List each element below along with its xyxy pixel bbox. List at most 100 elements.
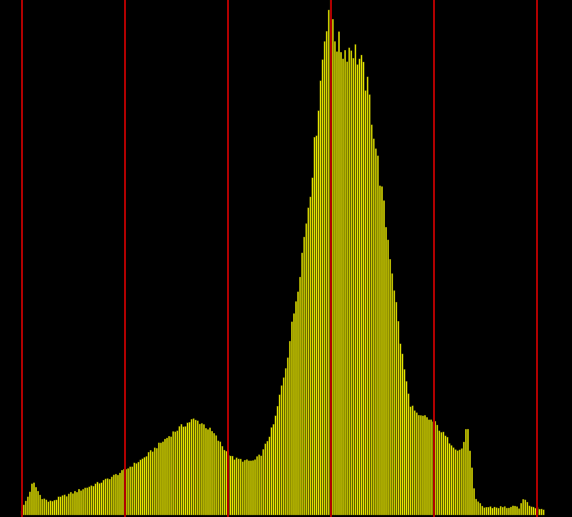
histogram-bar	[33, 482, 35, 516]
histogram-bar	[503, 506, 506, 516]
histogram-bar	[254, 459, 256, 516]
histogram-bar	[428, 419, 430, 516]
histogram-bar	[366, 76, 369, 516]
histogram-bar	[493, 506, 496, 516]
histogram-bar	[112, 474, 115, 516]
histogram-bar	[84, 487, 87, 516]
histogram-bar	[376, 155, 379, 516]
histogram-bar	[180, 424, 183, 516]
histogram-bar	[106, 478, 109, 516]
histogram-bar	[462, 441, 465, 516]
histogram-bar	[303, 236, 306, 516]
histogram-bar	[479, 503, 482, 516]
histogram-bar	[121, 470, 123, 516]
histogram-bar	[456, 450, 459, 516]
histogram-bar	[192, 418, 195, 516]
histogram-bar	[24, 500, 27, 516]
histogram-bar	[364, 90, 367, 516]
histogram-bar	[51, 501, 54, 516]
histogram-bar	[399, 343, 402, 516]
histogram-bar	[381, 186, 383, 516]
histogram-bar	[31, 483, 33, 516]
histogram-bar	[286, 357, 289, 516]
histogram-bar	[299, 276, 302, 516]
histogram-bar	[501, 506, 504, 516]
histogram-bar	[473, 488, 475, 516]
histogram-bar	[528, 505, 531, 516]
histogram-bar	[491, 507, 494, 516]
histogram-bar	[96, 481, 99, 516]
histogram-bar	[153, 447, 156, 516]
histogram-bar	[141, 458, 144, 516]
histogram-bar	[448, 443, 451, 516]
histogram-bar	[61, 495, 64, 516]
histogram-bar	[82, 489, 85, 516]
histogram-bar	[207, 429, 209, 516]
histogram-bar	[379, 185, 381, 516]
histogram-bar	[37, 490, 40, 516]
histogram-bar	[22, 504, 25, 516]
histogram-bar	[233, 459, 236, 516]
histogram-bar	[147, 452, 150, 516]
histogram-bar	[358, 58, 361, 516]
histogram-bar	[454, 449, 457, 516]
histogram-bar	[293, 313, 295, 516]
histogram-bar	[43, 498, 46, 516]
histogram-bar	[145, 456, 148, 516]
histogram-bar	[53, 500, 56, 516]
histogram-bar	[305, 223, 308, 516]
histogram-bar	[354, 44, 357, 516]
histogram-bar	[524, 499, 527, 516]
histogram-bar	[297, 291, 299, 516]
histogram-bar	[516, 506, 518, 516]
histogram-bar	[243, 459, 246, 516]
histogram-bar	[114, 473, 117, 516]
histogram-bar	[497, 507, 500, 516]
histogram-bar	[235, 457, 238, 516]
histogram-bar	[71, 493, 74, 516]
histogram-bar	[49, 500, 52, 516]
histogram-bar	[225, 451, 228, 516]
histogram-bar	[190, 419, 193, 516]
histogram-bar	[272, 424, 275, 516]
histogram-bar	[219, 441, 222, 516]
histogram-bar	[76, 492, 78, 516]
histogram-bar	[162, 441, 164, 516]
histogram-bar	[538, 508, 541, 516]
histogram-bar	[362, 61, 365, 516]
histogram-bar	[489, 506, 492, 516]
histogram-bar	[104, 478, 107, 516]
histogram-bar	[340, 52, 342, 516]
histogram-bar	[69, 491, 72, 516]
histogram-bar	[100, 482, 103, 516]
histogram-bar	[194, 419, 197, 516]
histogram-bar	[205, 428, 207, 516]
histogram-bar	[419, 415, 422, 516]
histogram-bar	[317, 110, 320, 516]
histogram-bar	[407, 393, 410, 516]
histogram-bar	[397, 321, 400, 516]
histogram-bar	[483, 507, 486, 516]
histogram-bar	[532, 506, 535, 516]
histogram-bar	[481, 505, 484, 516]
histogram-bar	[110, 476, 113, 516]
histogram-bar	[331, 18, 334, 516]
histogram-bar	[151, 451, 154, 516]
histogram-bar	[512, 505, 514, 516]
histogram-bar	[413, 410, 416, 516]
histogram-bar	[258, 454, 261, 516]
histogram-bar	[360, 54, 363, 516]
histogram-bar	[401, 353, 404, 516]
histogram-bar	[55, 499, 58, 516]
histogram-bar	[307, 207, 310, 516]
histogram-bar	[74, 490, 76, 516]
histogram-bar	[291, 321, 293, 516]
histogram-bar	[41, 498, 44, 516]
histogram-bar	[424, 415, 426, 516]
histogram-bar	[276, 406, 279, 516]
histogram-bar	[485, 507, 488, 516]
histogram-bar	[117, 474, 119, 516]
histogram-bar	[475, 498, 478, 516]
histogram-bar	[223, 449, 226, 516]
